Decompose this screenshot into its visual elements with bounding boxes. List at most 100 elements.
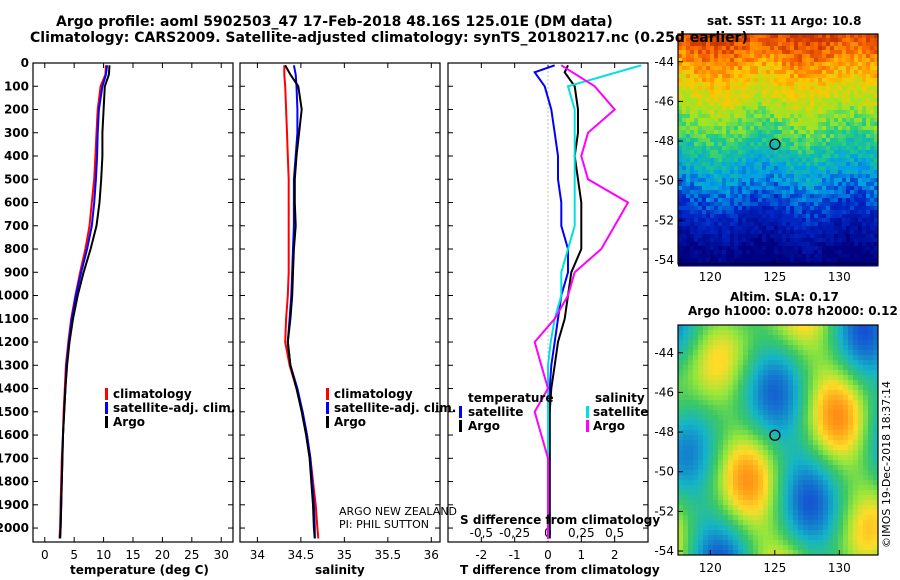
map-y-tick-label: -50: [654, 174, 674, 188]
s-difference-xlabel: S difference from climatology: [460, 513, 661, 527]
legend-swatch: [105, 388, 108, 400]
legend-swatch: [586, 420, 589, 432]
map-x-tick-label: 125: [763, 561, 786, 575]
map-y-tick-label: -44: [654, 346, 674, 360]
depth-tick-label: 1200: [0, 335, 29, 349]
legend-swatch: [326, 402, 329, 414]
depth-tick-label: 1700: [0, 451, 29, 465]
legend-label: satellite: [593, 405, 648, 419]
sla_map-frame: [677, 324, 879, 556]
map-y-tick-label: -54: [654, 253, 674, 267]
depth-tick-label: 400: [4, 149, 29, 163]
series-line-argo: [59, 65, 111, 539]
depth-tick-label: 1100: [0, 312, 29, 326]
map-y-tick-label: -52: [654, 213, 674, 227]
x-tick-label: 5: [70, 548, 78, 562]
map-x-tick-label: 130: [828, 561, 851, 575]
depth-tick-label: 800: [4, 242, 29, 256]
x2-tick-label: 0,25: [568, 526, 595, 540]
x-tick-label: 10: [96, 548, 111, 562]
x-tick-label: 34: [250, 548, 265, 562]
sst_map-frame: [677, 33, 879, 265]
map-y-tick-label: -54: [654, 544, 674, 558]
legend-swatch: [586, 406, 589, 418]
legend-label: Argo: [113, 415, 145, 429]
depth-tick-label: 500: [4, 172, 29, 186]
sst_map-field: [678, 34, 879, 267]
legend-swatch: [326, 388, 329, 400]
map-y-tick-label: -46: [654, 385, 674, 399]
x-tick-label: 34.5: [288, 548, 315, 562]
pi-annotation: PI: PHIL SUTTON: [339, 518, 430, 531]
sst-map-title: sat. SST: 11 Argo: 10.8: [707, 14, 862, 28]
legend-label: Argo: [334, 415, 366, 429]
x2-tick-label: -0,5: [470, 526, 493, 540]
depth-tick-label: 1300: [0, 358, 29, 372]
t-difference-xlabel: T difference from climatology: [460, 563, 660, 577]
map-y-tick-label: -46: [654, 94, 674, 108]
map-y-tick-label: -44: [654, 55, 674, 69]
legend-swatch: [105, 416, 108, 428]
x-tick-label: -1: [509, 548, 521, 562]
depth-tick-label: 1900: [0, 498, 29, 512]
x-tick-label: 2: [611, 548, 619, 562]
x2-tick-label: 0,5: [605, 526, 624, 540]
x-tick-label: 20: [155, 548, 170, 562]
float-annotation: ARGO NEW ZEALAND: [339, 505, 458, 518]
x-tick-label: 15: [125, 548, 140, 562]
depth-tick-label: 1600: [0, 428, 29, 442]
x-tick-label: 30: [214, 548, 229, 562]
legend-swatch: [105, 402, 108, 414]
depth-tick-label: 900: [4, 265, 29, 279]
legend-label: climatology: [334, 387, 413, 401]
legend-label: satellite-adj. clim.: [334, 401, 456, 415]
legend-label: satellite-adj. clim.: [113, 401, 235, 415]
map-y-tick-label: -48: [654, 425, 674, 439]
sla-map-title: Altim. SLA: 0.17: [730, 290, 839, 304]
x-tick-label: 35.5: [374, 548, 401, 562]
x-tick-label: -2: [475, 548, 487, 562]
legend-heading-salinity: salinity: [595, 391, 645, 405]
legend-label: Argo: [468, 419, 500, 433]
depth-tick-label: 0: [21, 56, 29, 70]
imos-stamp: ©IMOS 19-Dec-2018 18:37:14: [880, 381, 893, 548]
map-y-tick-label: -52: [654, 504, 674, 518]
argo-position-marker: [769, 138, 781, 150]
depth-tick-label: 600: [4, 196, 29, 210]
title-line2: Climatology: CARS2009. Satellite-adjuste…: [30, 30, 748, 46]
legend-swatch: [459, 420, 462, 432]
map-y-tick-label: -50: [654, 465, 674, 479]
argo-position-marker: [769, 429, 781, 441]
series-line-argo: [284, 64, 316, 539]
legend-label: satellite: [468, 405, 523, 419]
sla_map-field: [678, 325, 879, 556]
depth-tick-label: 300: [4, 126, 29, 140]
depth-tick-label: 1800: [0, 475, 29, 489]
x2-tick-label: -0,25: [499, 526, 530, 540]
legend-swatch: [459, 406, 462, 418]
x-tick-label: 0: [41, 548, 49, 562]
legend-label: Argo: [593, 419, 625, 433]
depth-tick-label: 1400: [0, 382, 29, 396]
legend-swatch: [326, 416, 329, 428]
map-x-tick-label: 130: [828, 270, 851, 284]
temperature-xlabel: temperature (deg C): [70, 563, 209, 577]
map-x-tick-label: 125: [763, 270, 786, 284]
depth-tick-label: 100: [4, 79, 29, 93]
depth-tick-label: 2000: [0, 521, 29, 535]
salinity-xlabel: salinity: [315, 563, 365, 577]
map-y-tick-label: -48: [654, 134, 674, 148]
x-tick-label: 1: [578, 548, 586, 562]
sla-map-subtitle: Argo h1000: 0.078 h2000: 0.12: [688, 304, 898, 318]
depth-tick-label: 1500: [0, 405, 29, 419]
x-tick-label: 35: [337, 548, 352, 562]
map-x-tick-label: 120: [699, 561, 722, 575]
title-line1: Argo profile: aoml 5902503_47 17-Feb-201…: [56, 14, 613, 30]
depth-tick-label: 200: [4, 103, 29, 117]
x-tick-label: 36: [424, 548, 439, 562]
legend-heading-temperature: temperature: [468, 391, 553, 405]
map-x-tick-label: 120: [699, 270, 722, 284]
depth-tick-label: 700: [4, 219, 29, 233]
legend-label: climatology: [113, 387, 192, 401]
